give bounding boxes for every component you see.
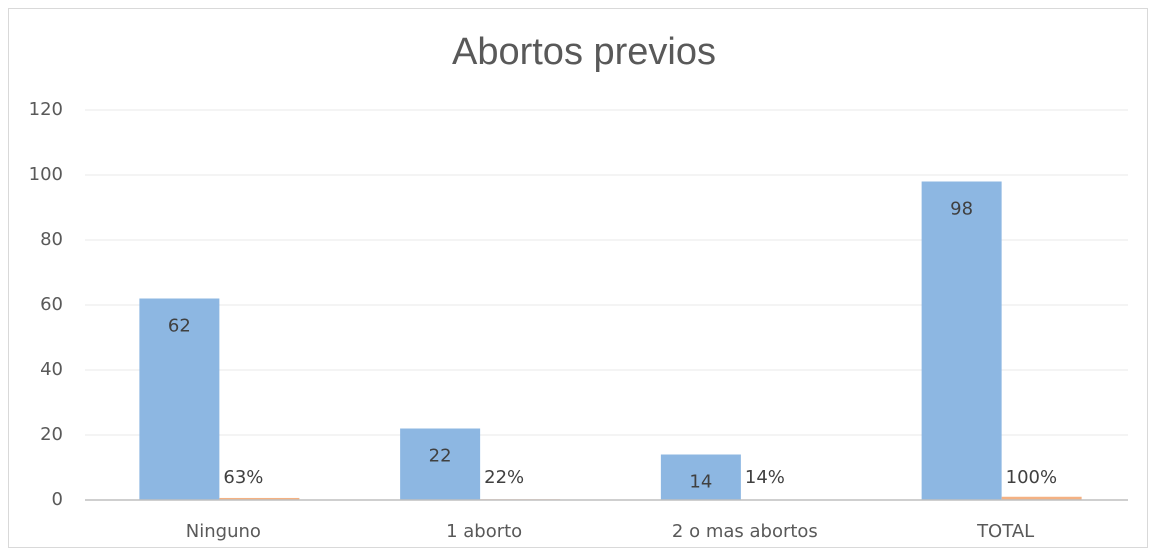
data-label: 22% <box>484 467 524 488</box>
x-tick-label: Ninguno <box>186 521 261 542</box>
y-tick-label: 0 <box>52 489 63 510</box>
x-tick-label: 1 aborto <box>446 521 522 542</box>
data-label: 14 <box>689 472 712 493</box>
data-label: 98 <box>950 199 973 220</box>
y-tick-label: 120 <box>29 99 63 120</box>
y-tick-label: 100 <box>29 164 63 185</box>
bar <box>921 181 1002 500</box>
chart-title: Abortos previos <box>452 31 716 73</box>
data-label: 100% <box>1006 467 1057 488</box>
bar <box>400 428 481 500</box>
bar <box>139 298 220 500</box>
data-label: 14% <box>745 467 785 488</box>
data-label: 22 <box>429 446 452 467</box>
data-label: 63% <box>223 467 263 488</box>
y-tick-label: 40 <box>40 359 63 380</box>
y-tick-label: 80 <box>40 229 63 250</box>
bar <box>660 454 741 500</box>
data-label: 62 <box>168 316 191 337</box>
y-tick-label: 20 <box>40 424 63 445</box>
x-tick-label: 2 o mas abortos <box>672 521 818 542</box>
y-tick-label: 60 <box>40 294 63 315</box>
bar <box>219 497 300 500</box>
x-tick-label: TOTAL <box>976 521 1034 542</box>
bar <box>1001 496 1082 500</box>
